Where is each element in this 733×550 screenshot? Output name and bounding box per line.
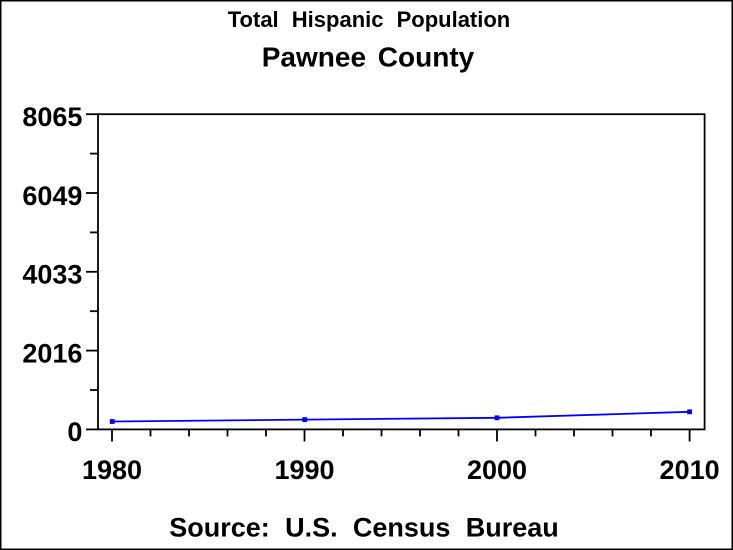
svg-text:Total Hispanic Population: Total Hispanic Population: [228, 7, 511, 32]
svg-text:2010: 2010: [660, 455, 720, 485]
svg-text:2000: 2000: [467, 455, 527, 485]
svg-text:6049: 6049: [22, 181, 82, 211]
svg-text:Source: U.S. Census Bureau: Source: U.S. Census Bureau: [169, 512, 559, 542]
svg-text:8065: 8065: [22, 102, 82, 132]
svg-text:2016: 2016: [22, 338, 82, 368]
svg-text:1980: 1980: [82, 455, 142, 485]
svg-text:0: 0: [67, 417, 82, 447]
svg-text:4033: 4033: [22, 260, 82, 290]
svg-text:Pawnee County: Pawnee County: [262, 42, 475, 73]
svg-text:1990: 1990: [274, 455, 334, 485]
